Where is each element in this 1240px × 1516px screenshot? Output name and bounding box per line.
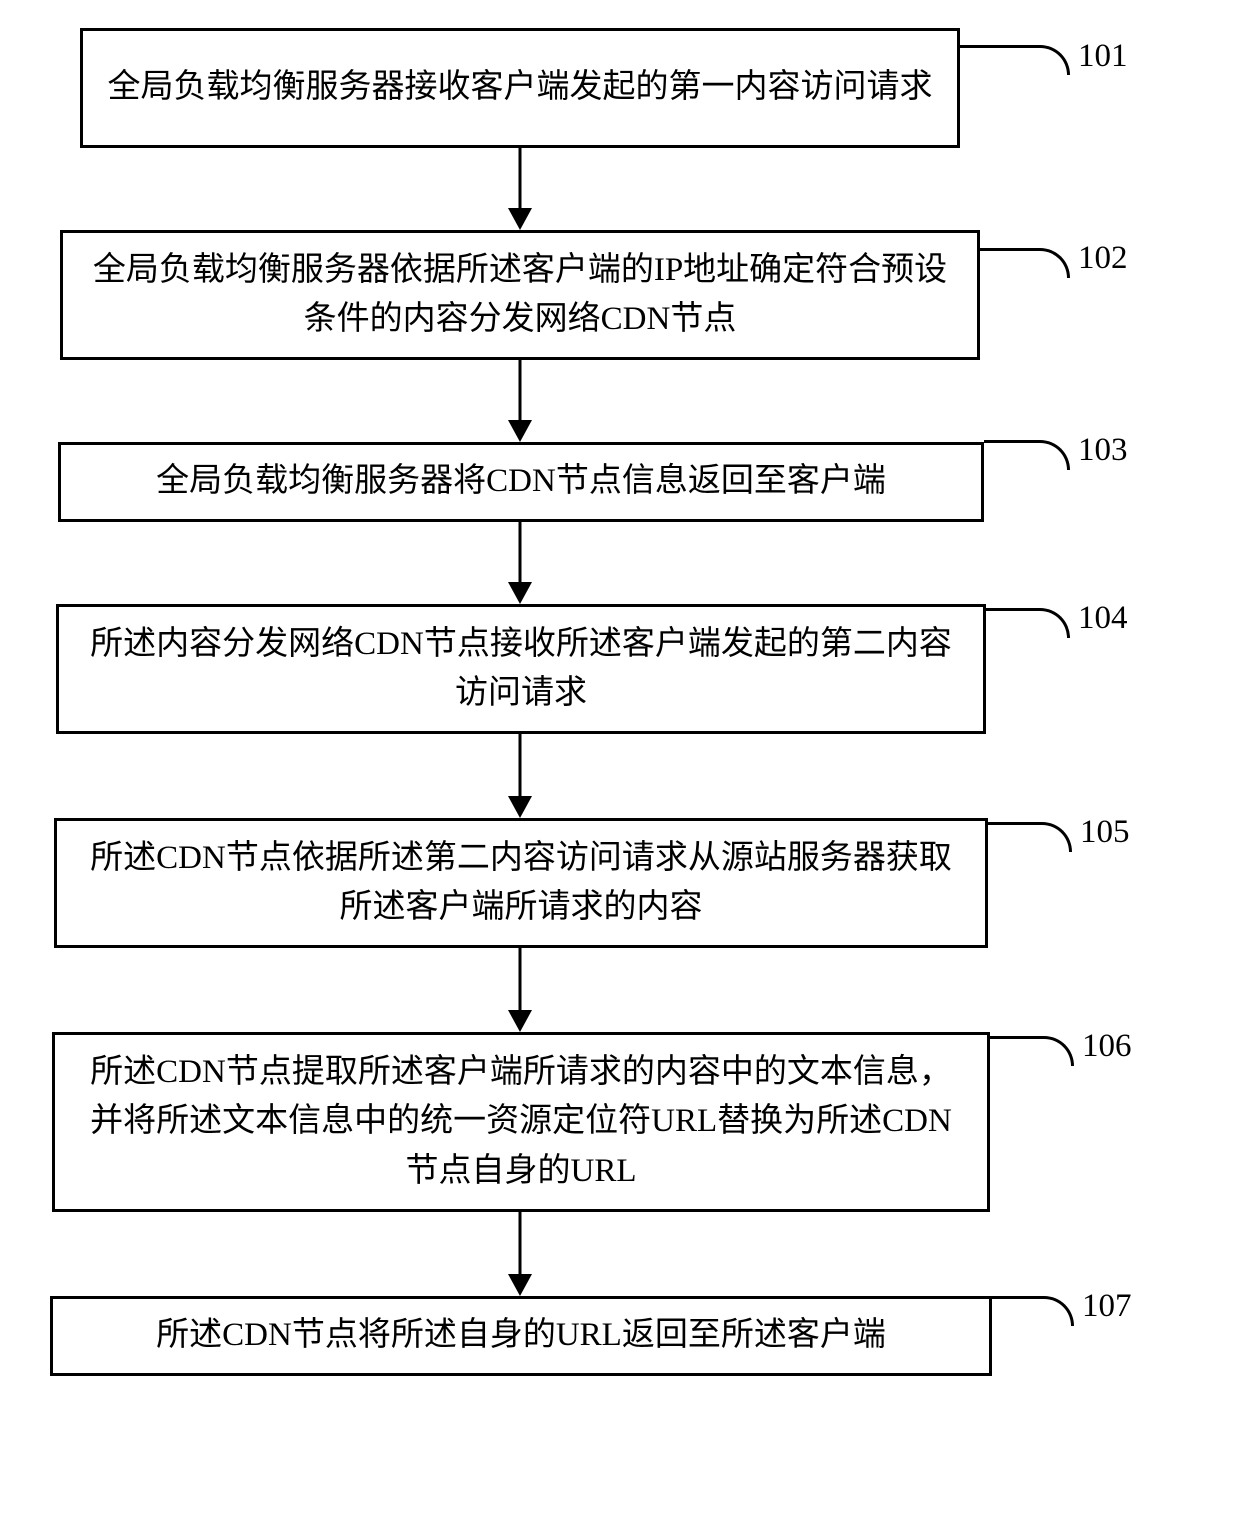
flowchart-node-n5: 所述CDN节点依据所述第二内容访问请求从源站服务器获取所述客户端所请求的内容 [54, 818, 988, 948]
step-label-n7: 107 [1082, 1288, 1132, 1325]
node-text: 所述内容分发网络CDN节点接收所述客户端发起的第二内容访问请求 [79, 620, 963, 719]
arrow-n6-n7 [519, 1212, 522, 1276]
leader-n5 [988, 822, 1072, 852]
arrow-n1-n2 [519, 148, 522, 210]
leader-n2 [980, 248, 1070, 278]
step-label-n3: 103 [1078, 432, 1128, 469]
flowchart-node-n2: 全局负载均衡服务器依据所述客户端的IP地址确定符合预设条件的内容分发网络CDN节… [60, 230, 980, 360]
leader-n3 [984, 440, 1070, 470]
leader-n6 [990, 1036, 1074, 1066]
arrow-n5-n6 [519, 948, 522, 1012]
flowchart-node-n6: 所述CDN节点提取所述客户端所请求的内容中的文本信息，并将所述文本信息中的统一资… [52, 1032, 990, 1212]
leader-n7 [992, 1296, 1074, 1326]
arrow-head-n6-n7 [508, 1274, 532, 1296]
leader-n1 [960, 45, 1070, 75]
flowchart-node-n3: 全局负载均衡服务器将CDN节点信息返回至客户端 [58, 442, 984, 522]
flowchart-node-n4: 所述内容分发网络CDN节点接收所述客户端发起的第二内容访问请求 [56, 604, 986, 734]
node-text: 所述CDN节点将所述自身的URL返回至所述客户端 [156, 1311, 886, 1361]
arrow-head-n1-n2 [508, 208, 532, 230]
node-text: 全局负载均衡服务器依据所述客户端的IP地址确定符合预设条件的内容分发网络CDN节… [83, 246, 957, 345]
step-label-n4: 104 [1078, 600, 1128, 637]
arrow-n2-n3 [519, 360, 522, 422]
node-text: 所述CDN节点依据所述第二内容访问请求从源站服务器获取所述客户端所请求的内容 [77, 834, 965, 933]
step-label-n6: 106 [1082, 1028, 1132, 1065]
node-text: 全局负载均衡服务器将CDN节点信息返回至客户端 [156, 457, 886, 507]
leader-n4 [986, 608, 1070, 638]
node-text: 全局负载均衡服务器接收客户端发起的第一内容访问请求 [108, 63, 933, 113]
arrow-head-n5-n6 [508, 1010, 532, 1032]
flowchart-node-n7: 所述CDN节点将所述自身的URL返回至所述客户端 [50, 1296, 992, 1376]
node-text: 所述CDN节点提取所述客户端所请求的内容中的文本信息，并将所述文本信息中的统一资… [75, 1048, 967, 1197]
step-label-n5: 105 [1080, 814, 1130, 851]
arrow-head-n2-n3 [508, 420, 532, 442]
arrow-head-n3-n4 [508, 582, 532, 604]
flowchart-node-n1: 全局负载均衡服务器接收客户端发起的第一内容访问请求 [80, 28, 960, 148]
arrow-head-n4-n5 [508, 796, 532, 818]
arrow-n4-n5 [519, 734, 522, 798]
step-label-n1: 101 [1078, 38, 1128, 75]
flowchart-canvas: 全局负载均衡服务器接收客户端发起的第一内容访问请求 101 全局负载均衡服务器依据所… [0, 0, 1240, 1516]
step-label-n2: 102 [1078, 240, 1128, 277]
arrow-n3-n4 [519, 522, 522, 584]
